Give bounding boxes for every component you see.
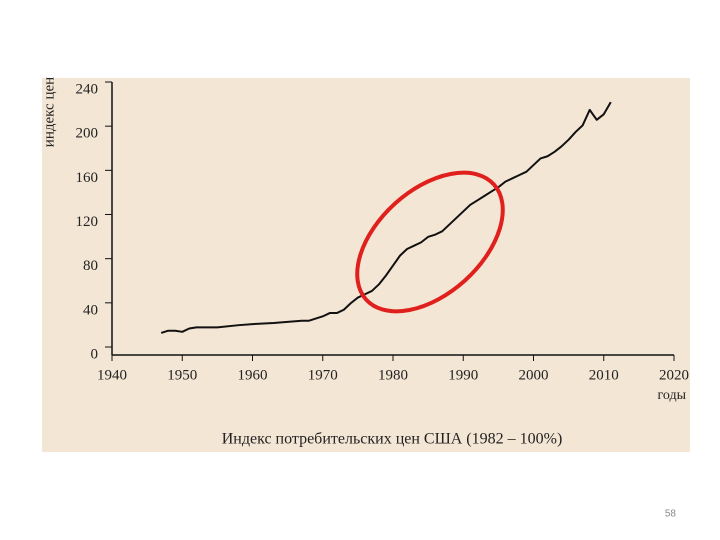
y-tick-label: 0 bbox=[91, 346, 99, 362]
y-tick-label: 80 bbox=[83, 258, 98, 274]
plot-area: 0 40 80 120 160 200 240 1940 1950 1960 1970 1980 199… bbox=[76, 81, 690, 383]
x-tick-label: 1990 bbox=[448, 367, 478, 383]
highlight-ellipse bbox=[355, 170, 505, 314]
y-tick-label: 160 bbox=[76, 170, 99, 186]
x-tick-label: 2000 bbox=[519, 367, 549, 383]
y-tick-label: 240 bbox=[76, 81, 99, 97]
page-number: 58 bbox=[665, 509, 677, 520]
chart-panel bbox=[42, 78, 690, 452]
x-tick-label: 1970 bbox=[308, 367, 338, 383]
x-tick-label: 1960 bbox=[238, 367, 268, 383]
x-tick-label: 1980 bbox=[378, 367, 408, 383]
chart-caption: Индекс потребительских цен США (1982 – 1… bbox=[222, 431, 563, 448]
y-tick-label: 40 bbox=[83, 302, 98, 318]
x-axis-label: годы bbox=[657, 388, 686, 403]
y-tick-label: 120 bbox=[76, 214, 99, 230]
x-tick-label: 1940 bbox=[97, 367, 127, 383]
y-tick-label: 200 bbox=[76, 126, 99, 142]
x-tick-label: 2020 bbox=[659, 367, 689, 383]
x-tick-label: 1950 bbox=[167, 367, 197, 383]
data-line bbox=[160, 101, 612, 334]
y-axis-label: индекс цен bbox=[41, 77, 57, 147]
x-tick-label: 2010 bbox=[589, 367, 619, 383]
